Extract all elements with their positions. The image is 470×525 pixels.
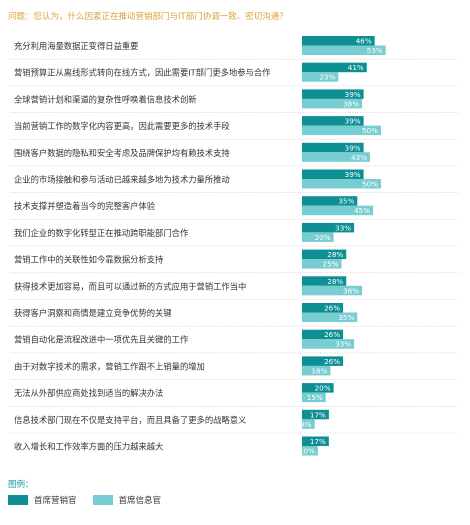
data-label-cmo: 39% <box>345 170 361 179</box>
bar-cio <box>302 72 339 82</box>
data-label-cmo: 39% <box>345 90 361 99</box>
data-label-cio: 23% <box>319 73 335 82</box>
legend-item-cmo: 首席营销官 <box>8 494 77 506</box>
category-label: 充分利用海量数据正变得日益重要 <box>14 41 138 51</box>
bar-cio <box>302 125 381 136</box>
data-label-cio: 10% <box>299 447 315 456</box>
bar-cmo <box>302 409 329 420</box>
bar-cio <box>302 392 326 403</box>
bar-cmo <box>302 329 344 340</box>
bar-cio <box>302 446 318 456</box>
data-label-cmo: 17% <box>310 437 326 446</box>
category-label: 获得客户洞察和商情是建立竞争优势的关键 <box>14 308 172 318</box>
category-label: 企业的市场接触和参与活动已越来越多地为技术力量所推动 <box>14 175 230 185</box>
category-label: 我们企业的数字化转型正在推动跨职能部门合作 <box>14 228 188 238</box>
data-label-cmo: 39% <box>345 143 361 152</box>
data-label-cio: 50% <box>362 180 378 189</box>
bar-cmo <box>302 196 358 206</box>
data-label-cio: 43% <box>351 153 367 162</box>
category-label: 无法从外部供应商处找到适当的解决办法 <box>14 388 163 398</box>
bar-cio <box>302 179 381 189</box>
bar-chart: 充分利用海量数据正变得日益重要 46%53% 营销预算正从离线形式转向在线方式，因此… <box>10 36 460 456</box>
data-label-cio: 35% <box>338 313 354 322</box>
data-label-cio: 25% <box>323 260 339 269</box>
bar-cmo <box>302 89 364 99</box>
data-label-cmo: 33% <box>335 223 351 232</box>
bar-cio <box>302 365 331 376</box>
data-label-cmo: 26% <box>324 330 340 339</box>
category-label: 全球营销计划和渠道的复杂性呼唤着信息技术创新 <box>14 94 197 104</box>
legend-label-cmo: 首席营销官 <box>34 496 77 506</box>
bar-cio <box>302 259 342 269</box>
data-label-cio: 20% <box>315 233 331 242</box>
legend-label-cio: 首席信息官 <box>118 496 162 506</box>
bar-cmo <box>302 36 375 46</box>
category-label: 技术支撑并塑造着当今的完整客户体验 <box>14 201 156 211</box>
category-label: 信息技术部门现在不仅是支持平台，而且具备了更多的战略意义 <box>14 415 246 425</box>
category-label: 当前营销工作的数字化内容更高，因此需要更多的技术手段 <box>14 121 230 131</box>
bar-cio <box>302 232 334 242</box>
bar-cmo <box>302 169 364 179</box>
bar-cmo <box>302 356 344 366</box>
bar-cmo <box>302 222 355 233</box>
data-label-cmo: 17% <box>310 410 326 419</box>
data-label-cmo: 46% <box>356 37 372 46</box>
bar-cio <box>302 339 355 349</box>
bar-cio <box>302 312 358 322</box>
data-label-cmo: 20% <box>315 384 331 393</box>
legend-title: 图例： <box>8 480 34 490</box>
data-label-cio: 38% <box>343 99 359 108</box>
bar-cmo <box>302 276 347 286</box>
bar-cmo <box>302 142 364 153</box>
data-label-cio: 53% <box>367 46 383 55</box>
bar-cmo <box>302 436 329 446</box>
bar-cio <box>302 98 363 109</box>
legend-swatch-cio <box>92 495 113 505</box>
bar-cio <box>302 45 386 55</box>
bar-cmo <box>302 303 344 313</box>
bar-cio <box>302 419 315 429</box>
legend-item-cio: 首席信息官 <box>92 494 162 506</box>
data-label-cio: 38% <box>343 286 359 295</box>
category-label: 营销工作中的关联性如今靠数据分析支持 <box>14 255 163 265</box>
data-label-cmo: 39% <box>345 117 361 126</box>
data-label-cmo: 28% <box>327 250 343 259</box>
data-label-cio: 18% <box>311 366 327 375</box>
category-label: 收入增长和工作效率方面的压力越来越大 <box>14 442 163 452</box>
category-label: 获得技术更加容易，而且可以通过新的方式应用于营销工作当中 <box>14 281 246 291</box>
bar-cio <box>302 152 370 162</box>
data-label-cmo: 41% <box>348 63 364 72</box>
bar-cmo <box>302 62 367 73</box>
bar-cio <box>302 285 363 296</box>
data-label-cio: 15% <box>307 393 323 402</box>
data-label-cmo: 26% <box>324 304 340 313</box>
category-label: 营销预算正从离线形式转向在线方式，因此需要IT部门更多地参与合作 <box>14 68 270 78</box>
data-label-cmo: 35% <box>338 197 354 206</box>
category-label: 由于对数字技术的需求，营销工作跟不上销量的增加 <box>14 361 205 371</box>
data-label-cmo: 26% <box>324 357 340 366</box>
data-label-cmo: 28% <box>327 277 343 286</box>
bar-cio <box>302 205 374 216</box>
legend-swatch-cmo <box>8 495 28 505</box>
bar-cmo <box>302 249 347 260</box>
category-label: 营销自动化是流程改进中一项优先且关键的工作 <box>14 335 188 345</box>
data-label-cio: 33% <box>335 340 351 349</box>
data-label-cio: 50% <box>362 126 378 135</box>
data-label-cio: 45% <box>354 206 370 215</box>
legend: 首席营销官 首席信息官 <box>8 494 177 506</box>
data-label-cio: 8% <box>300 420 312 429</box>
question-text: 问题：您认为，什么因素正在推动营销部门与IT部门协调一致、密切沟通？ <box>8 12 288 22</box>
bar-cmo <box>302 116 364 126</box>
bar-cmo <box>302 383 334 393</box>
category-label: 围绕客户数据的隐私和安全考虑及品牌保护均有赖技术支持 <box>14 148 230 158</box>
